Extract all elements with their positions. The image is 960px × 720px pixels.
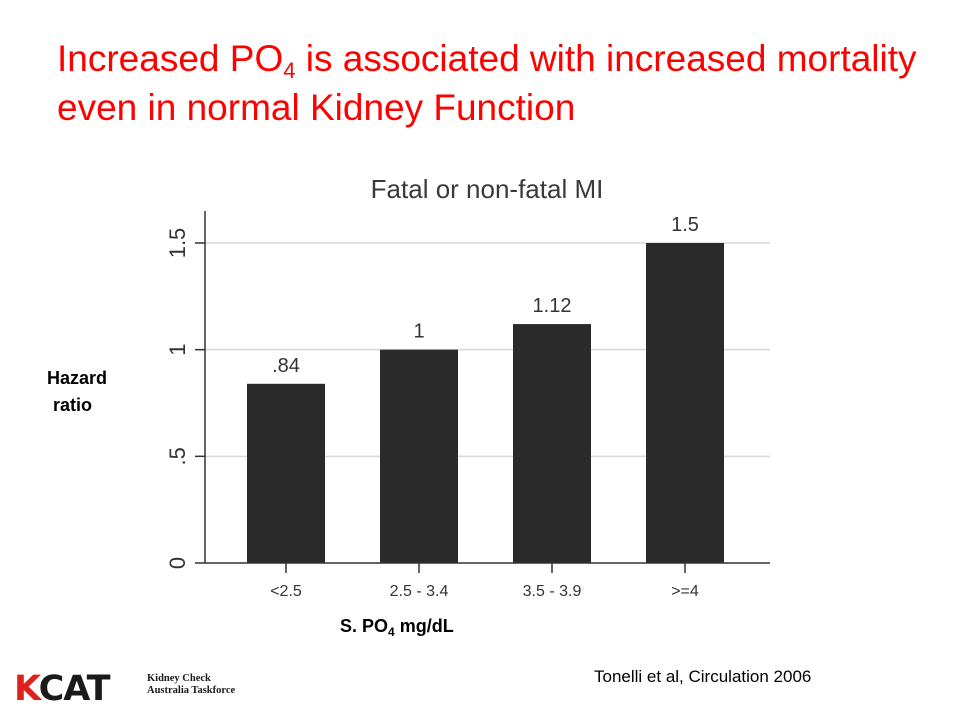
- chart-title: Fatal or non-fatal MI: [371, 174, 604, 204]
- x-tick-label: 3.5 - 3.9: [523, 583, 582, 600]
- x-tick-label: >=4: [671, 583, 699, 600]
- slide-title: Increased PO4 is associated with increas…: [57, 34, 937, 132]
- axes: [195, 211, 770, 573]
- y-tick-label: 1: [165, 344, 190, 356]
- x-axis-label-subscript: 4: [388, 625, 395, 639]
- title-subscript: 4: [283, 58, 296, 83]
- y-axis-label-line1: Hazard: [47, 368, 108, 388]
- x-axis-label: S. PO4 mg/dL: [340, 616, 454, 639]
- y-tick-label: 0: [165, 557, 190, 569]
- labels: 0 .5 1 1.5 .84 <2.5 1 2.5 - 3.4 1.12 3.5 - 3.9 1.5…: [165, 214, 699, 600]
- logo-mark-rest: CAT: [38, 669, 111, 709]
- x-tick-label: <2.5: [270, 583, 302, 600]
- y-tick-label: .5: [165, 447, 190, 465]
- y-axis-label: Hazard ratio: [47, 365, 107, 419]
- title-text-part1: Increased PO: [57, 38, 284, 79]
- bar-data-label: 1.12: [533, 295, 572, 317]
- title-text-part2: is associated with increased mortality e…: [57, 38, 917, 128]
- bar: [646, 243, 724, 563]
- citation: Tonelli et al, Circulation 2006: [594, 667, 812, 686]
- bar: [247, 383, 325, 563]
- x-axis-label-part2: mg/dL: [394, 616, 454, 636]
- x-axis-label-part1: S. PO: [340, 616, 389, 636]
- logo-text: Kidney Check Australia Taskforce: [147, 673, 235, 697]
- y-axis-label-line2: ratio: [53, 395, 93, 415]
- bar-data-label: .84: [272, 355, 300, 377]
- logo-mark-k: K: [14, 669, 40, 709]
- bar: [513, 324, 591, 563]
- logo-text-line1: Kidney Check: [147, 673, 211, 684]
- bars: [247, 243, 724, 563]
- x-tick-label: 2.5 - 3.4: [390, 583, 449, 600]
- bar: [380, 349, 458, 563]
- bar-data-label: 1.5: [671, 214, 699, 236]
- kcat-logo: KCAT Kidney Check Australia Taskforce: [14, 669, 264, 709]
- y-tick-label: 1.5: [165, 228, 190, 259]
- logo-mark: KCAT: [14, 669, 110, 709]
- logo-text-line2: Australia Taskforce: [147, 685, 236, 696]
- bar-data-label: 1: [413, 321, 424, 343]
